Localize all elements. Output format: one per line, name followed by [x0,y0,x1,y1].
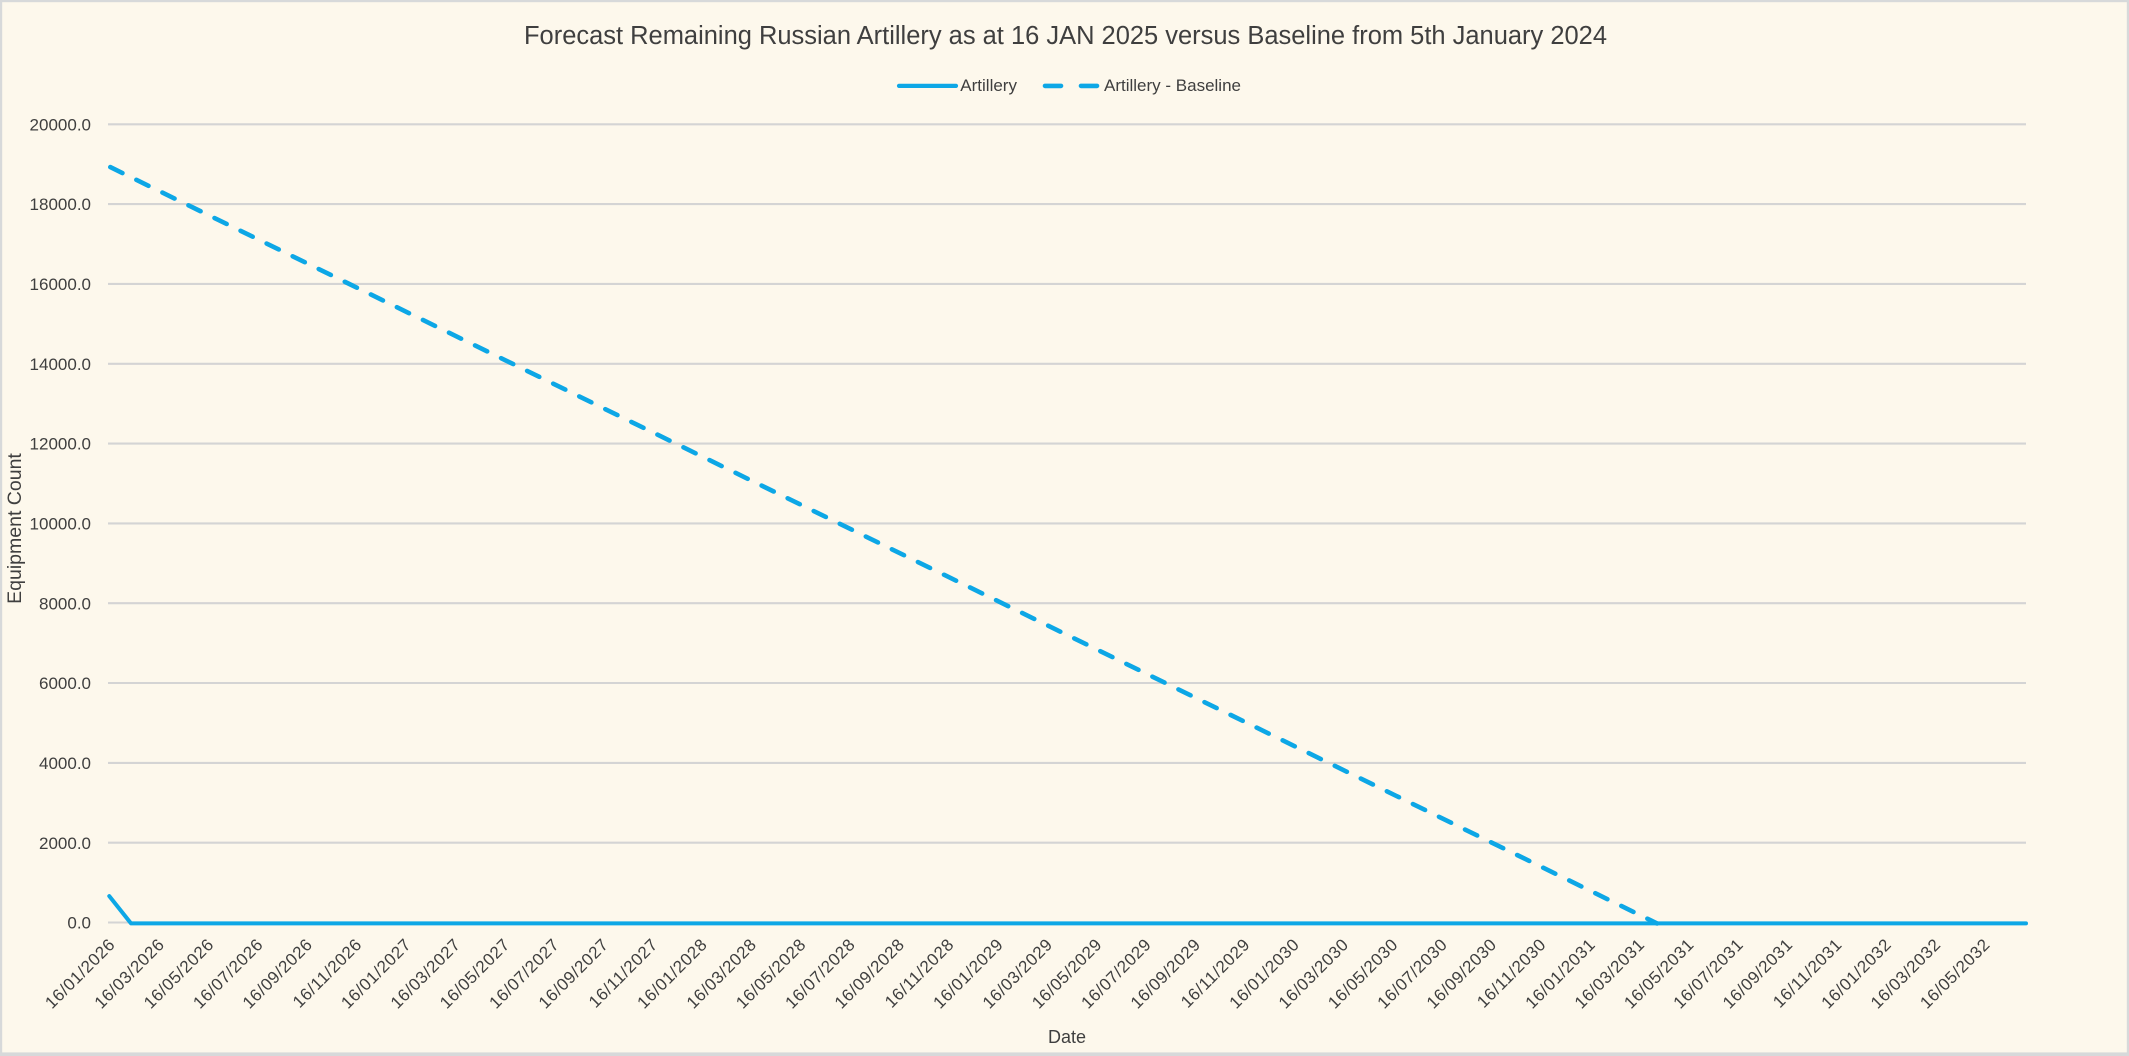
svg-text:18000.0: 18000.0 [30,195,91,214]
svg-text:14000.0: 14000.0 [30,355,91,374]
svg-text:Artillery - Baseline: Artillery - Baseline [1104,76,1241,95]
svg-text:4000.0: 4000.0 [39,754,91,773]
svg-text:12000.0: 12000.0 [30,435,91,454]
svg-text:Artillery: Artillery [960,76,1017,95]
svg-text:16000.0: 16000.0 [30,275,91,294]
svg-text:6000.0: 6000.0 [39,674,91,693]
svg-text:2000.0: 2000.0 [39,834,91,853]
svg-text:20000.0: 20000.0 [30,115,91,134]
svg-text:Date: Date [1048,1027,1086,1047]
svg-text:10000.0: 10000.0 [30,515,91,534]
svg-text:Forecast Remaining Russian Art: Forecast Remaining Russian Artillery as … [524,22,1607,50]
svg-text:8000.0: 8000.0 [39,594,91,613]
svg-text:Equipment Count: Equipment Count [4,453,26,604]
svg-text:0.0: 0.0 [67,914,91,933]
